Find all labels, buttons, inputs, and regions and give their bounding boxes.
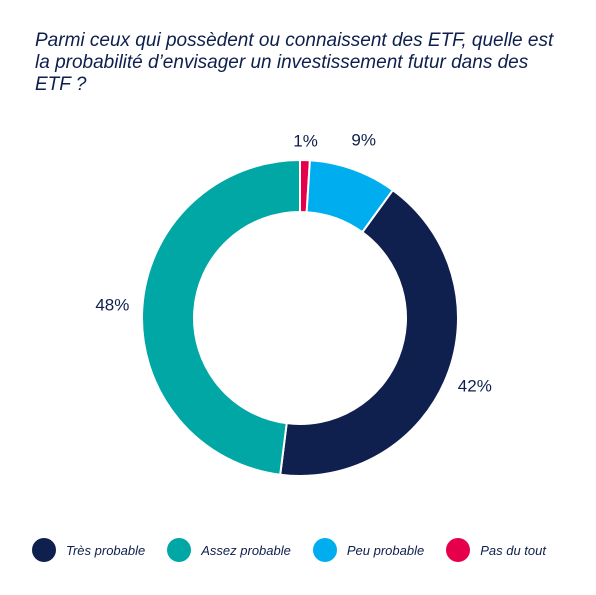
donut-slices [141,158,459,477]
legend-swatch [32,538,56,562]
legend-label: Assez probable [201,542,291,558]
legend-label: Peu probable [346,542,425,558]
chart-title: Parmi ceux qui possèdent ou connaissent … [35,30,554,95]
data-label-tres-probable: 42% [458,377,492,396]
legend-item-peu-probable: Peu probable [312,538,425,562]
legend-swatch [312,538,337,562]
legend-item-tres-probable: Très probable [32,538,145,562]
donut-data-labels: 1% 9% 42% 48% [95,131,491,396]
data-label-assez-probable: 48% [95,296,129,315]
legend-item-pas-du-tout: Pas du tout [446,538,546,562]
chart-legend: Très probable Assez probable Peu probable P… [32,537,582,563]
slice-tres-probable [279,188,459,477]
data-label-pas-du-tout: 1% [293,132,318,151]
slice-assez-probable [141,158,301,476]
data-label-peu-probable: 9% [351,131,376,150]
legend-swatch [167,538,192,562]
legend-item-assez-probable: Assez probable [167,538,291,562]
legend-label: Très probable [66,542,146,558]
legend-label: Pas du tout [480,542,546,558]
legend-swatch [446,538,471,562]
